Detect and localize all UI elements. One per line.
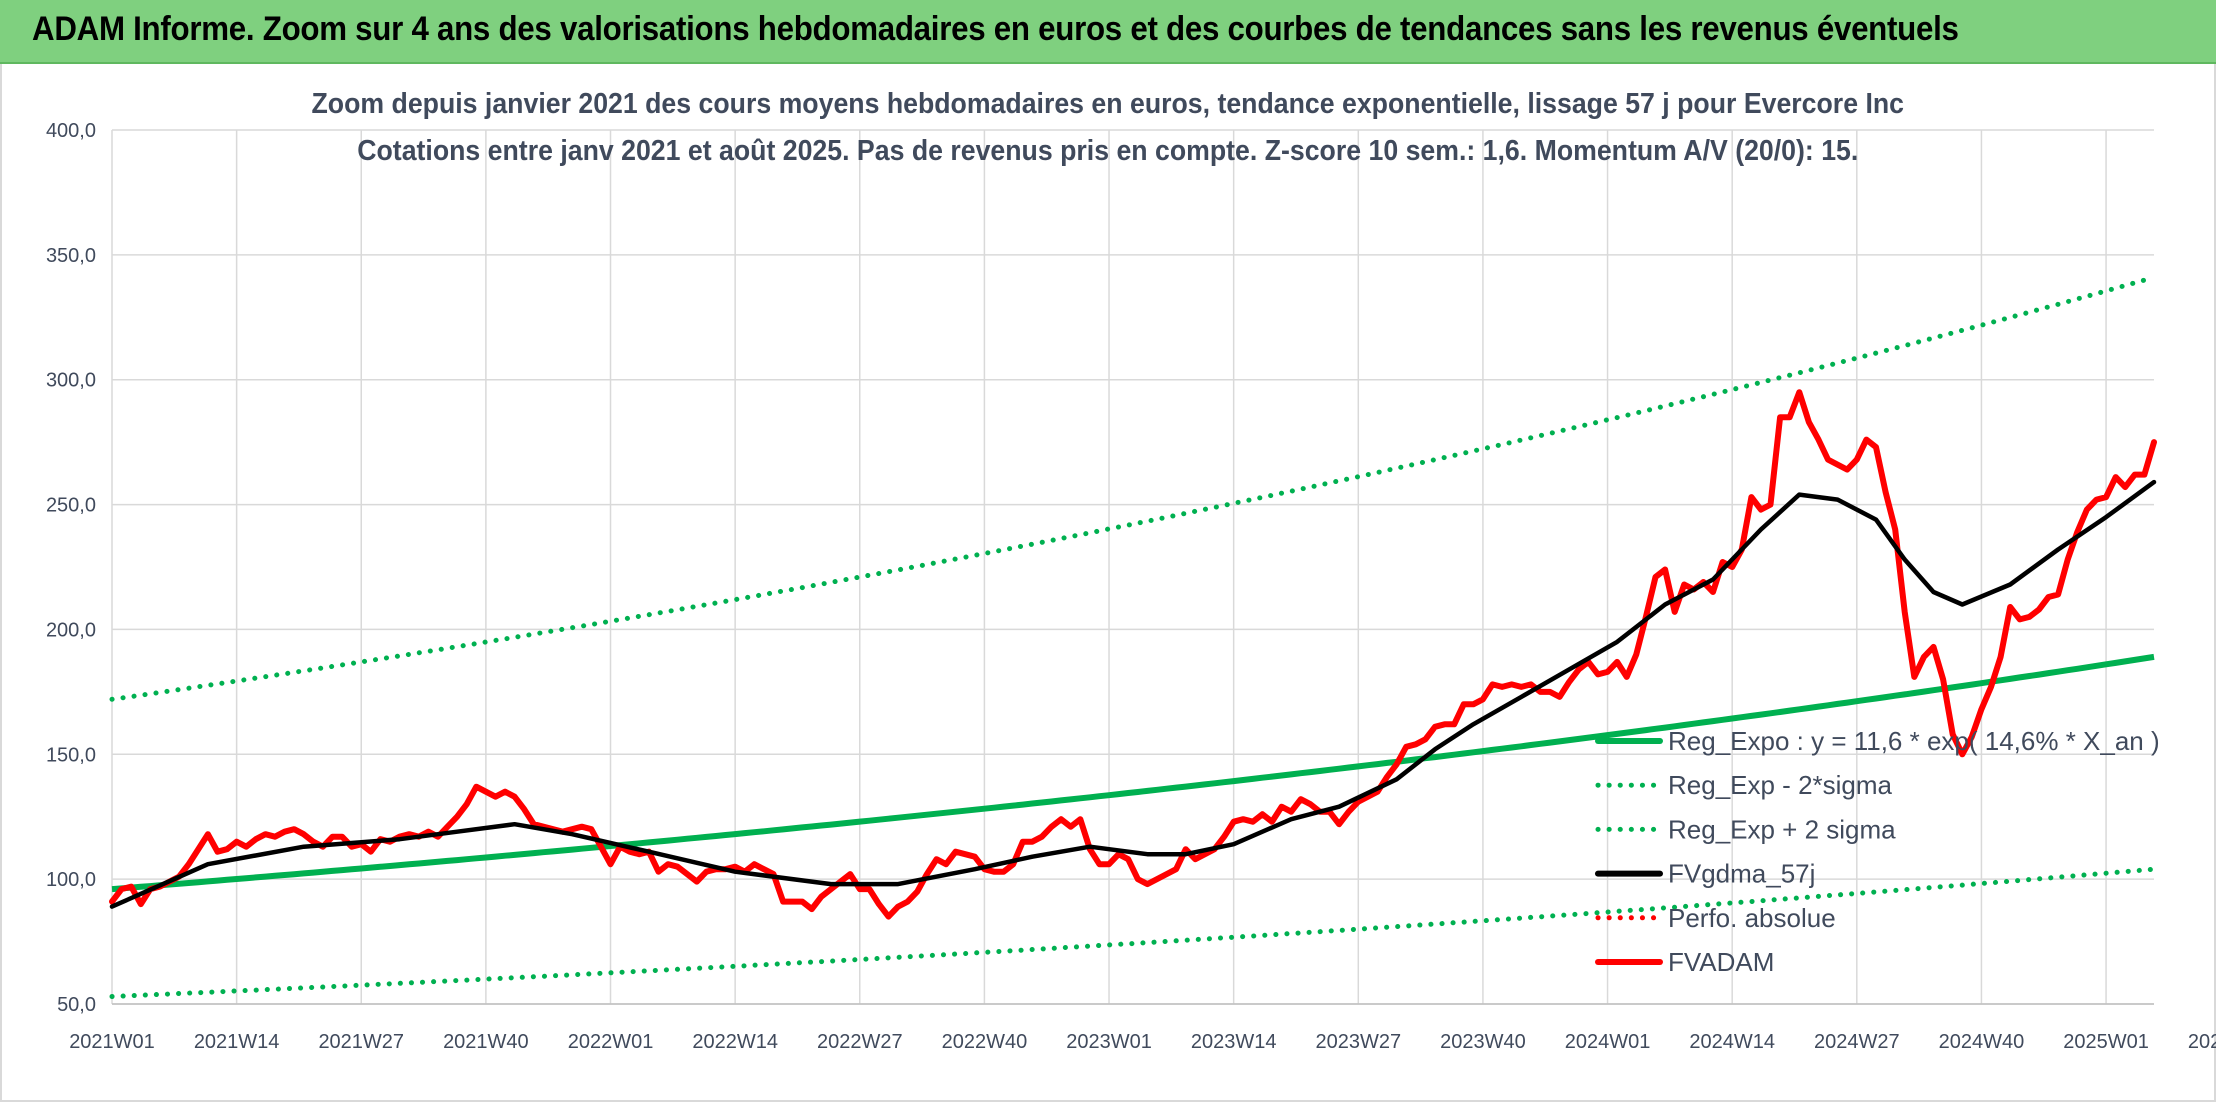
x-tick-label: 2025W01 xyxy=(2063,1031,2149,1053)
x-tick-label: 2024W27 xyxy=(1814,1031,1900,1053)
y-tick-label: 300,0 xyxy=(46,370,96,392)
series-reg-expo xyxy=(111,653,2155,893)
series-layer xyxy=(109,274,2157,999)
legend-item: Perfo. absolue xyxy=(1595,903,1836,933)
x-tick-label: 2022W40 xyxy=(942,1031,1028,1053)
legend-label: Reg_Exp - 2*sigma xyxy=(1668,770,1893,800)
x-tick-label: 2021W27 xyxy=(318,1031,404,1053)
series-fvgdma-57j xyxy=(109,479,2157,909)
x-tick-label: 2021W40 xyxy=(443,1031,529,1053)
legend-label: Reg_Exp + 2 sigma xyxy=(1668,814,1896,844)
series-reg-exp-2-sigma xyxy=(109,866,2157,999)
y-tick-label: 350,0 xyxy=(46,245,96,267)
legend-label: Perfo. absolue xyxy=(1668,903,1836,933)
x-tick-label: 2022W27 xyxy=(817,1031,903,1053)
chart-subtitle: Cotations entre janv 2021 et août 2025. … xyxy=(357,135,1859,167)
y-tick-label: 200,0 xyxy=(46,619,96,641)
chart-legend: Reg_Expo : y = 11,6 * exp( 14,6% * X_an … xyxy=(1595,726,2160,977)
x-tick-label: 2024W40 xyxy=(1939,1031,2025,1053)
chart-title: Zoom depuis janvier 2021 des cours moyen… xyxy=(311,88,1904,120)
y-axis-ticks: 50,0 100,0 150,0 200,0 250,0 300,0 350,0 400,0 xyxy=(46,120,96,1016)
legend-item: FVgdma_57j xyxy=(1595,859,1815,889)
report-banner: ADAM Informe. Zoom sur 4 ans des valoris… xyxy=(0,0,2216,64)
x-tick-label: 2024W01 xyxy=(1565,1031,1651,1053)
legend-item: Reg_Exp - 2*sigma xyxy=(1595,770,1893,800)
x-tick-label: 2023W27 xyxy=(1315,1031,1401,1053)
x-tick-label: 2024W14 xyxy=(1689,1031,1775,1053)
legend-item: Reg_Expo : y = 11,6 * exp( 14,6% * X_an … xyxy=(1595,726,2160,756)
legend-label: Reg_Expo : y = 11,6 * exp( 14,6% * X_an … xyxy=(1668,726,2160,756)
y-tick-label: 250,0 xyxy=(46,495,96,517)
legend-item: FVADAM xyxy=(1595,947,1774,977)
x-tick-label: 2021W14 xyxy=(194,1031,280,1053)
y-tick-label: 50,0 xyxy=(57,994,96,1016)
y-tick-label: 100,0 xyxy=(46,869,96,891)
y-tick-label: 150,0 xyxy=(46,744,96,766)
report-title: ADAM Informe. Zoom sur 4 ans des valoris… xyxy=(32,10,1959,48)
y-tick-label: 400,0 xyxy=(46,120,96,142)
x-axis-ticks: 2021W01 2021W14 2021W27 2021W40 2022W01 2022W… xyxy=(69,1031,2216,1053)
legend-label: FVgdma_57j xyxy=(1668,859,1815,889)
series-reg-exp-2-sigma xyxy=(109,274,2157,702)
x-tick-label: 2023W40 xyxy=(1440,1031,1526,1053)
legend-label: FVADAM xyxy=(1668,947,1774,977)
x-tick-label: 2021W01 xyxy=(69,1031,155,1053)
x-tick-label: 2025W14 xyxy=(2188,1031,2216,1053)
legend-item: Reg_Exp + 2 sigma xyxy=(1595,814,1896,844)
x-tick-label: 2023W01 xyxy=(1066,1031,1152,1053)
x-tick-label: 2022W14 xyxy=(692,1031,778,1053)
series-fvadam xyxy=(109,389,2157,920)
x-tick-label: 2023W14 xyxy=(1191,1031,1277,1053)
chart-frame xyxy=(0,64,2216,1102)
x-tick-label: 2022W01 xyxy=(568,1031,654,1053)
